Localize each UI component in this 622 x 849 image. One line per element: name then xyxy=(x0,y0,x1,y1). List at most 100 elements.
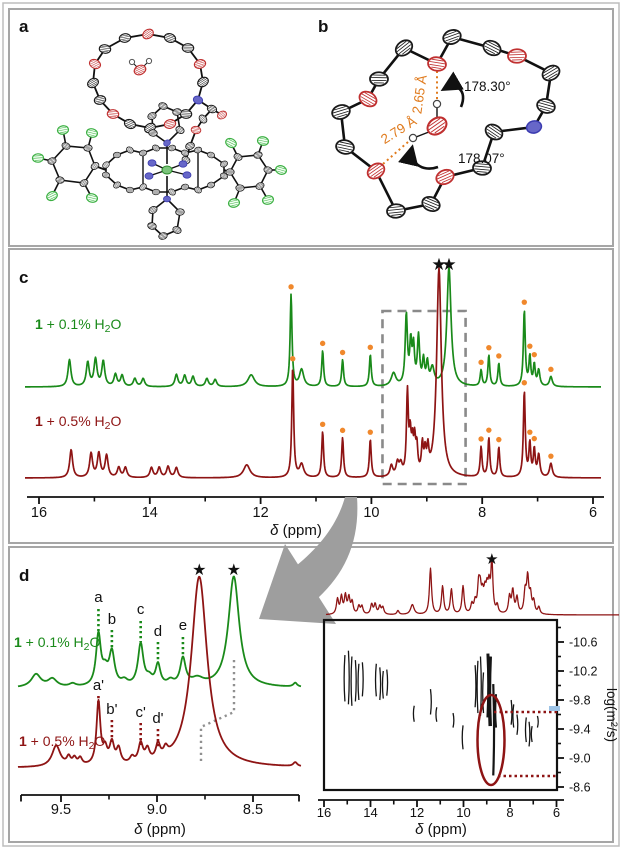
peak-label: b' xyxy=(106,701,117,718)
assigned-peak-dot xyxy=(531,435,537,442)
zoom-spectrum-01-water-trace xyxy=(17,575,302,688)
nitrogen-atom xyxy=(182,171,192,179)
hbond-distance-top-label: 2.65 Å xyxy=(409,74,429,115)
metal-center-atom xyxy=(161,165,173,175)
dosy-cross-peak xyxy=(343,655,346,702)
nmr-overlay-chart: 16 14 12 10 8 6 ★★ xyxy=(24,255,604,521)
dosy-cross-peak xyxy=(474,665,477,708)
dosy-cross-peak xyxy=(386,669,389,696)
carbon-atom xyxy=(125,186,135,194)
dosy-cross-peak xyxy=(347,650,350,705)
panel-e-y-tick-label: -9.4 xyxy=(569,723,591,737)
yaxis-title-e: log(m2/s) xyxy=(604,688,619,742)
panel-e-tick-label: 6 xyxy=(553,805,560,820)
assigned-peak-dot xyxy=(527,343,533,349)
peak-label: c' xyxy=(135,704,146,721)
assigned-peak-dot xyxy=(486,344,492,351)
nitrogen-atom xyxy=(144,172,154,180)
peak-label: b xyxy=(108,611,116,628)
xaxis-title-c: δ (ppm) xyxy=(270,522,322,539)
nitrogen-atom xyxy=(162,195,172,203)
angle-arrow-bottom xyxy=(398,144,439,170)
series-label-05-water-c: 1 + 0.5% H2O xyxy=(35,413,122,432)
panel-c-tick-label: 12 xyxy=(253,505,269,521)
zoom-spectrum-05-water-trace xyxy=(17,575,302,768)
oxygen-atom xyxy=(106,108,120,120)
water-hydrogen xyxy=(128,58,136,66)
bond-path xyxy=(105,174,225,193)
dosy-cross-peak xyxy=(374,663,377,697)
dosy-cross-peak xyxy=(412,705,415,722)
panel-b-label: b xyxy=(318,17,328,36)
zoom-region-dashed-box xyxy=(381,309,467,486)
assigned-peak-dot xyxy=(496,436,502,443)
bond-path xyxy=(105,147,225,166)
panel-c-tick-label: 14 xyxy=(142,505,158,521)
panel-d-tick-label: 9.5 xyxy=(51,802,71,818)
assigned-peak-dot xyxy=(531,351,537,358)
carbon-atom xyxy=(181,43,195,53)
panel-e-tick-label: 8 xyxy=(506,805,513,820)
oxygen-atom xyxy=(506,48,528,64)
water-hydrogen xyxy=(432,99,442,109)
assigned-peak-dot xyxy=(319,421,326,427)
carbon-atom xyxy=(151,188,161,196)
carbon-atom xyxy=(112,151,122,159)
dosy-cross-peak xyxy=(492,684,496,776)
hbond-angle-top-label: 178.30° xyxy=(464,79,511,94)
peak-label: d' xyxy=(152,710,163,727)
series-label-01-water-d: 1 + 0.1% H2O xyxy=(14,634,101,653)
assigned-peak-dot xyxy=(288,284,294,290)
panel-e-y-tick-label: -9.0 xyxy=(569,752,591,766)
nitrogen-atom xyxy=(178,160,188,168)
dosy-chart: ★ -10.6 -10.2 -9.8 -9.4 -9.0 -8.6 16 14 12 10 8 6 xyxy=(317,551,620,820)
fluorine-atom xyxy=(31,152,45,164)
dosy-cross-peak xyxy=(435,707,438,722)
dosy-cross-peak xyxy=(429,689,432,715)
assigned-peak-dot xyxy=(521,299,528,305)
dosy-cross-peak xyxy=(357,663,360,701)
small-blue-cross-peak xyxy=(549,706,560,711)
hbond-angle-bottom-label: 178.07° xyxy=(458,151,505,166)
section-middle-frame xyxy=(8,248,614,544)
dosy-cross-peak xyxy=(381,670,384,699)
panel-c-tick-label: 16 xyxy=(31,505,47,521)
assigned-peak-dot xyxy=(521,380,528,386)
dosy-cross-peak xyxy=(536,715,539,728)
panel-e-tick-label: 12 xyxy=(410,805,424,820)
panel-e-tick-label: 14 xyxy=(363,805,377,820)
carbon-atom xyxy=(179,108,193,120)
dosy-cross-peak xyxy=(512,704,515,728)
assigned-peak-dot xyxy=(527,429,533,435)
panel-d-label: d xyxy=(19,566,29,585)
dosy-cross-peak xyxy=(524,717,527,743)
dosy-cross-peak xyxy=(354,660,357,702)
dosy-cross-peak xyxy=(487,656,492,727)
panel-c-label: c xyxy=(19,268,28,287)
dosy-cross-peak xyxy=(461,725,464,750)
zoom-arrow xyxy=(259,497,358,624)
panel-e-y-tick-label: -9.8 xyxy=(569,694,591,708)
assigned-peak-dot xyxy=(548,366,554,373)
series-label-01-water-c: 1 + 0.1% H2O xyxy=(35,316,122,335)
dosy-cross-peak xyxy=(530,725,533,743)
peak-label: e xyxy=(179,617,187,634)
panel-e-y-tick-label: -8.6 xyxy=(569,781,591,795)
dosy-cross-peak xyxy=(379,667,382,701)
dosy-1d-star-marker: ★ xyxy=(485,551,498,568)
assigned-peak-dot xyxy=(290,356,296,362)
peak-label: c xyxy=(137,601,145,618)
dosy-cross-peak xyxy=(528,721,531,747)
panel-d-tick-label: 8.5 xyxy=(243,802,263,818)
panel-c-tick-label: 8 xyxy=(478,505,486,521)
assigned-peak-dot xyxy=(367,344,373,351)
highlight-ellipse xyxy=(476,693,506,787)
nitrogen-atom xyxy=(147,159,157,167)
zoom-spectrum-01-water-star-marker: ★ xyxy=(227,562,241,579)
assigned-peak-dot xyxy=(339,349,346,356)
xaxis-title-d: δ (ppm) xyxy=(134,821,186,838)
peak-label: a' xyxy=(93,677,104,694)
water-hydrogen xyxy=(408,133,418,143)
panel-e-y-tick-label: -10.2 xyxy=(569,665,598,679)
